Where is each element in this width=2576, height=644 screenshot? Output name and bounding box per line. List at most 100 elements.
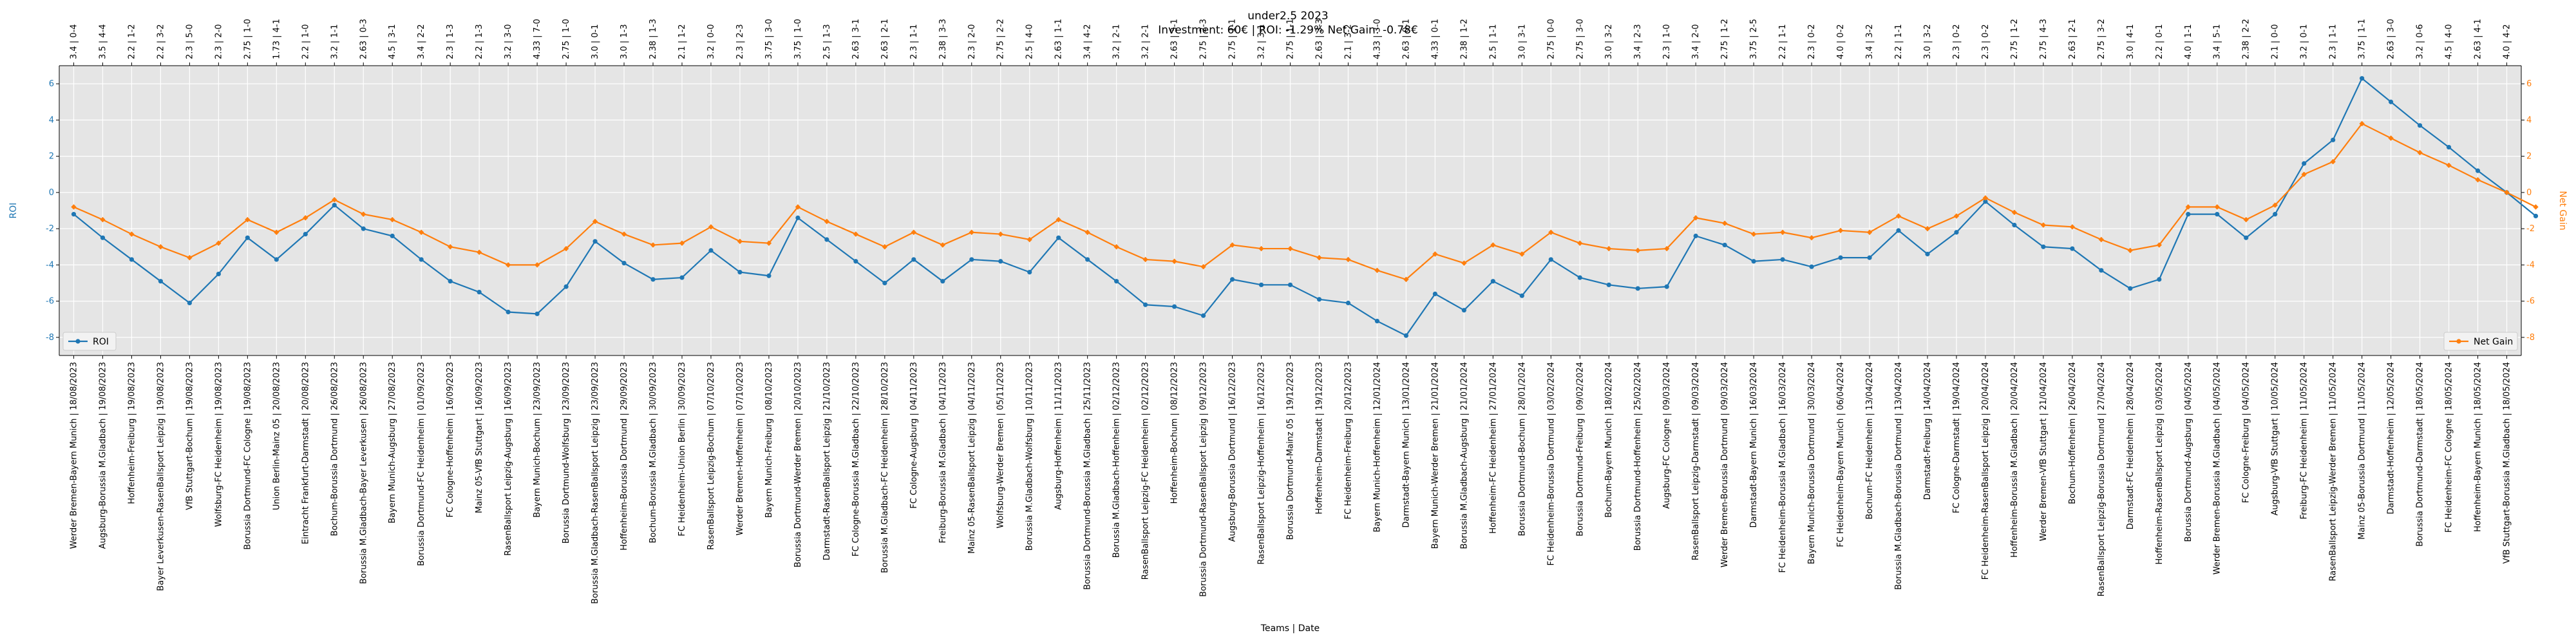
net-gain-point — [940, 242, 945, 248]
x-tick-label: Borussia M.Gladbach-RasenBallsport Leipz… — [591, 362, 600, 604]
net-gain-point — [1403, 276, 1409, 283]
x-tick-label: Darmstadt-Bayern Munich | 13/01/2024 — [1401, 362, 1411, 528]
x-tick-label: Wolfsburg-Werder Bremen | 05/11/2023 — [996, 362, 1006, 528]
roi-point — [1664, 284, 1669, 289]
odds-score-label: 3.0 | 4-1 — [2126, 24, 2136, 59]
net-gain-point — [129, 231, 135, 237]
odds-score-label: 3.0 | 1-3 — [620, 24, 629, 59]
roi-point — [506, 309, 511, 315]
roi-point — [129, 257, 135, 262]
net-gain-point — [679, 240, 685, 246]
odds-score-label: 2.3 | 2-0 — [214, 24, 223, 59]
net-gain-point — [2388, 135, 2394, 141]
x-tick-label: Borussia M.Gladbach-Hoffenheim | 02/12/2… — [1112, 362, 1122, 558]
x-tick-label: Borussia Dortmund-FC Cologne | 19/08/202… — [243, 362, 252, 550]
odds-score-label: 3.0 | 3-1 — [1517, 24, 1527, 59]
net-gain-point — [1808, 234, 1815, 241]
x-tick-label: FC Heidenheim-RasenBallsport Leipzig | 2… — [1981, 362, 1991, 580]
legend-net-gain-marker — [2456, 339, 2461, 344]
roi-point — [2302, 161, 2307, 166]
x-axis-label: Teams | Date — [1260, 623, 1320, 634]
x-tick-label: Hoffenheim-Freiburg | 19/08/2023 — [127, 362, 137, 504]
odds-score-label: 3.75 | 1-0 — [793, 19, 803, 59]
odds-score-label: 2.3 | 1-1 — [2329, 24, 2338, 59]
odds-score-label: 3.4 | 4-2 — [1083, 24, 1093, 59]
net-gain-point — [911, 229, 917, 235]
x-tick-label: Borussia Dortmund-FC Heidenheim | 01/09/… — [417, 362, 426, 566]
x-tick-label: Darmstadt-Hoffenheim | 12/05/2024 — [2387, 362, 2396, 515]
roi-point — [2099, 268, 2104, 273]
roi-point — [1345, 300, 1351, 306]
odds-score-label: 2.63 | 3-0 — [2387, 19, 2396, 59]
odds-score-label: 2.3 | 1-3 — [446, 24, 455, 59]
odds-score-label: 4.33 | 0-1 — [1430, 19, 1440, 59]
net-gain-point — [708, 224, 714, 230]
net-gain-point — [2040, 222, 2047, 228]
net-gain-point — [882, 244, 888, 250]
odds-score-label: 3.2 | 1-1 — [330, 24, 339, 59]
x-tick-label: RasenBallsport Leipzig-Darmstadt | 09/03… — [1691, 362, 1701, 560]
roi-point — [216, 271, 221, 277]
net-gain-point — [2011, 209, 2018, 216]
odds-score-label: 3.4 | 2-0 — [1691, 24, 1701, 59]
odds-score-label: 3.2 | 0-1 — [2300, 24, 2309, 59]
roi-point — [2360, 76, 2365, 81]
roi-point — [2475, 168, 2481, 173]
odds-score-label: 2.75 | 4-3 — [2039, 19, 2049, 59]
y-tick-label-right: -8 — [2526, 333, 2535, 343]
net-gain-point — [1663, 245, 1670, 252]
roi-point — [1722, 242, 1727, 248]
x-tick-label: Borussia M.Gladbach-Wolfsburg | 10/11/20… — [1025, 362, 1035, 551]
odds-score-label: 2.75 | 0-0 — [1546, 19, 1556, 59]
x-tick-label: Hoffenheim-RasenBallsport Leipzig | 03/0… — [2155, 362, 2164, 565]
x-tick-label: Darmstadt-RasenBallsport Leipzig | 21/10… — [822, 362, 832, 560]
x-tick-label: Augsburg-FC Cologne | 09/03/2024 — [1662, 362, 1672, 509]
x-tick-label: Borussia Dortmund-Borussia M.Gladbach | … — [1083, 362, 1093, 590]
net-gain-point — [1113, 244, 1119, 250]
x-tick-label: Borussia Dortmund-RasenBallsport Leipzig… — [1199, 362, 1209, 597]
net-gain-point — [361, 211, 366, 217]
net-gain-point — [2214, 204, 2220, 210]
odds-score-label: 2.1 | 1-2 — [677, 24, 687, 59]
odds-score-label: 3.2 | 2-1 — [1112, 24, 1122, 59]
x-tick-label: Bayern Munich-Borussia Dortmund | 30/03/… — [1807, 362, 1817, 564]
odds-score-label: 3.75 | 2-5 — [1749, 19, 1759, 59]
net-gain-point — [1982, 195, 1989, 201]
x-tick-label: Hoffenheim-Borussia M.Gladbach | 20/04/2… — [2010, 362, 2020, 558]
odds-score-label: 3.4 | 5-1 — [2213, 24, 2222, 59]
legend-roi-box — [62, 332, 117, 351]
odds-score-label: 2.63 | 0-1 — [1401, 19, 1411, 59]
net-gain-point — [2330, 158, 2336, 165]
roi-point — [1432, 291, 1437, 296]
x-tick-label: FC Cologne-Hoffenheim | 16/09/2023 — [446, 362, 455, 517]
roi-point — [2157, 277, 2162, 282]
net-gain-point — [2185, 204, 2191, 210]
y-tick-label-right: -6 — [2526, 297, 2535, 307]
legend-net-gain-box — [2443, 332, 2518, 351]
net-gain-point — [1692, 215, 1699, 221]
x-tick-label: Darmstadt-Freiburg | 14/04/2024 — [1923, 362, 1933, 500]
net-gain-point — [1374, 267, 1380, 274]
odds-score-label: 1.73 | 4-1 — [272, 19, 281, 59]
roi-point — [1056, 235, 1061, 240]
net-gain-point — [2156, 242, 2162, 248]
roi-point — [1403, 333, 1409, 338]
net-gain-point — [1056, 216, 1061, 223]
odds-score-label: 3.4 | 0-4 — [69, 24, 79, 59]
odds-score-label: 4.5 | 4-0 — [2445, 24, 2454, 59]
roi-point — [1258, 282, 1264, 287]
net-gain-point — [245, 216, 251, 223]
y-tick-label-right: 6 — [2526, 79, 2532, 89]
roi-point — [911, 257, 916, 262]
roi-point — [361, 226, 366, 231]
odds-score-label: 2.75 | 1-2 — [1720, 19, 1730, 59]
y-tick-label-left: -6 — [46, 297, 54, 307]
odds-score-label: 2.75 | 2-2 — [996, 19, 1006, 59]
x-tick-label: Borussia M.Gladbach-Borussia Dortmund | … — [1894, 362, 1904, 590]
net-gain-point — [1258, 245, 1264, 252]
x-tick-label: Hoffenheim-Borussia Dortmund | 29/09/202… — [620, 362, 629, 551]
odds-score-label: 2.5 | 1-3 — [822, 24, 832, 59]
x-tick-label: Bayern Munich-Hoffenheim | 12/01/2024 — [1372, 362, 1382, 532]
odds-score-label: 2.63 | 2-1 — [2068, 19, 2078, 59]
